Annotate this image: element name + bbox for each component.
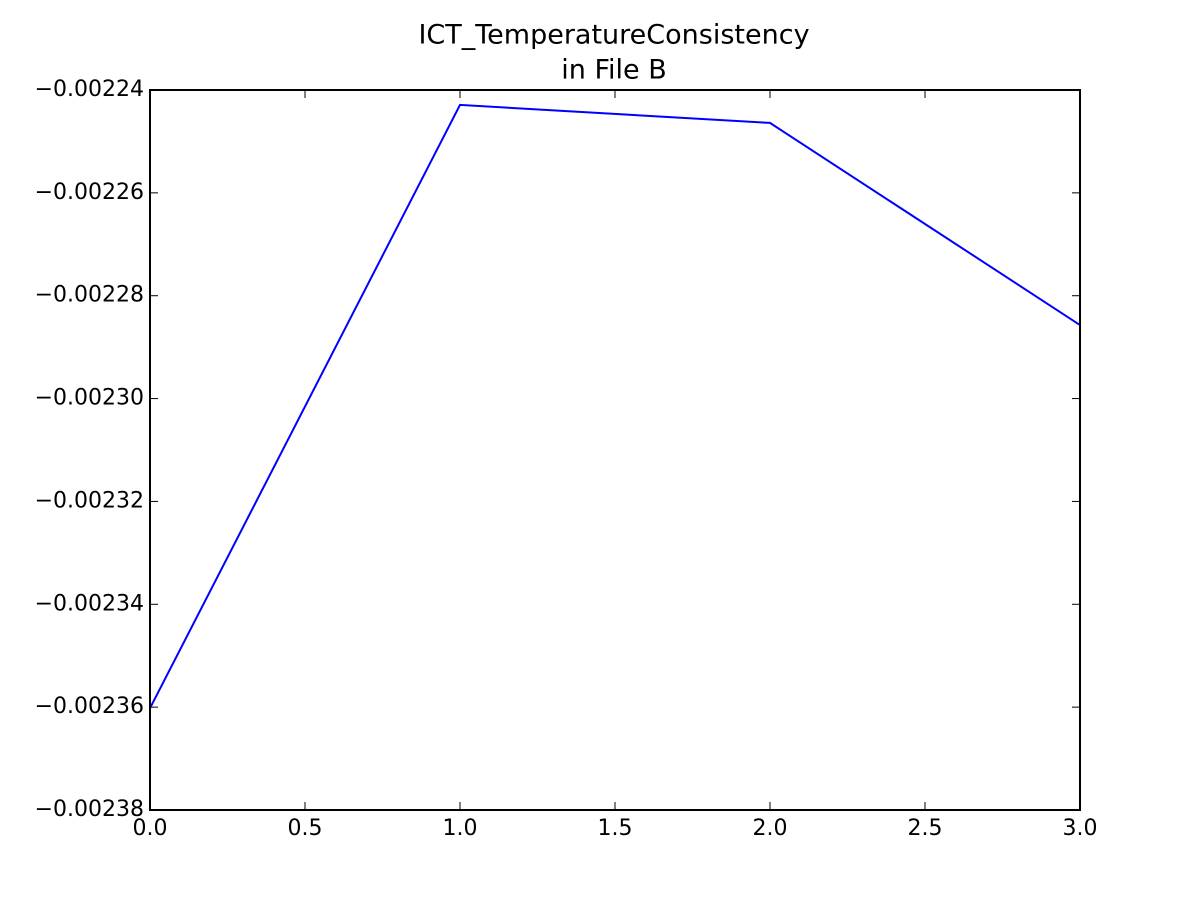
chart-subtitle: in File B — [561, 55, 666, 86]
x-tick-label: 1.5 — [598, 816, 633, 841]
y-tick-label: −0.00232 — [35, 488, 144, 513]
x-tick-label: 0.5 — [288, 816, 323, 841]
x-tick-label: 2.5 — [908, 816, 943, 841]
y-tick-label: −0.00238 — [35, 797, 144, 822]
y-tick-label: −0.00228 — [35, 283, 144, 308]
x-tick-label: 1.0 — [443, 816, 478, 841]
x-tick-label: 3.0 — [1063, 816, 1098, 841]
data-line — [149, 103, 1081, 709]
y-tick-label: −0.00230 — [35, 386, 144, 411]
y-tick-label: −0.00234 — [35, 591, 144, 616]
plot-frame — [149, 89, 1081, 811]
y-tick-label: −0.00226 — [35, 180, 144, 205]
chart-title: ICT_TemperatureConsistency — [418, 20, 809, 51]
y-tick-label: −0.00224 — [35, 77, 144, 102]
x-tick-label: 2.0 — [753, 816, 788, 841]
x-tick-label: 0.0 — [133, 816, 168, 841]
y-tick-label: −0.00236 — [35, 694, 144, 719]
